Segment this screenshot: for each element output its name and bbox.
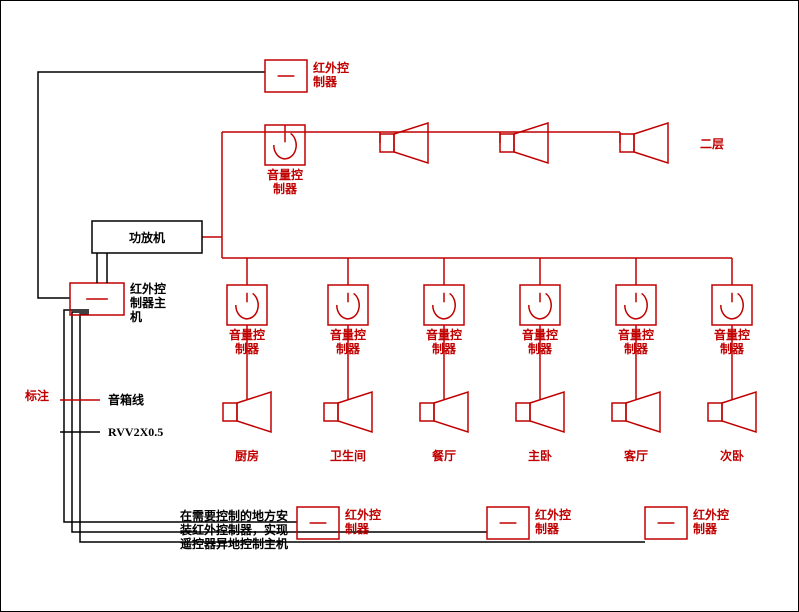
svg-text:制器: 制器 xyxy=(693,521,718,536)
svg-text:红外控: 红外控 xyxy=(313,60,349,75)
svg-text:制器: 制器 xyxy=(313,74,338,89)
svg-text:客厅: 客厅 xyxy=(623,448,648,463)
svg-text:RVV2X0.5: RVV2X0.5 xyxy=(108,425,163,439)
svg-text:主卧: 主卧 xyxy=(528,448,552,463)
svg-text:在需要控制的地方安: 在需要控制的地方安 xyxy=(180,508,288,523)
svg-text:厨房: 厨房 xyxy=(235,448,259,463)
svg-text:制器主: 制器主 xyxy=(130,295,166,310)
svg-text:红外控: 红外控 xyxy=(535,507,571,522)
svg-text:音箱线: 音箱线 xyxy=(108,392,144,407)
svg-text:红外控: 红外控 xyxy=(345,507,381,522)
svg-text:制器: 制器 xyxy=(273,181,298,196)
svg-text:红外控: 红外控 xyxy=(130,281,166,296)
svg-text:音量控: 音量控 xyxy=(267,167,303,182)
svg-text:机: 机 xyxy=(130,309,142,324)
svg-text:制器: 制器 xyxy=(535,521,560,536)
svg-text:功放机: 功放机 xyxy=(129,230,165,245)
svg-text:卫生间: 卫生间 xyxy=(330,448,366,463)
svg-text:标注: 标注 xyxy=(24,388,49,403)
svg-text:餐厅: 餐厅 xyxy=(432,448,456,463)
svg-text:装红外控制器，实现: 装红外控制器，实现 xyxy=(179,522,288,537)
svg-text:制器: 制器 xyxy=(345,521,370,536)
svg-text:红外控: 红外控 xyxy=(693,507,729,522)
svg-text:二层: 二层 xyxy=(700,137,724,151)
svg-text:次卧: 次卧 xyxy=(720,448,744,463)
svg-text:遥控器异地控制主机: 遥控器异地控制主机 xyxy=(180,536,288,551)
